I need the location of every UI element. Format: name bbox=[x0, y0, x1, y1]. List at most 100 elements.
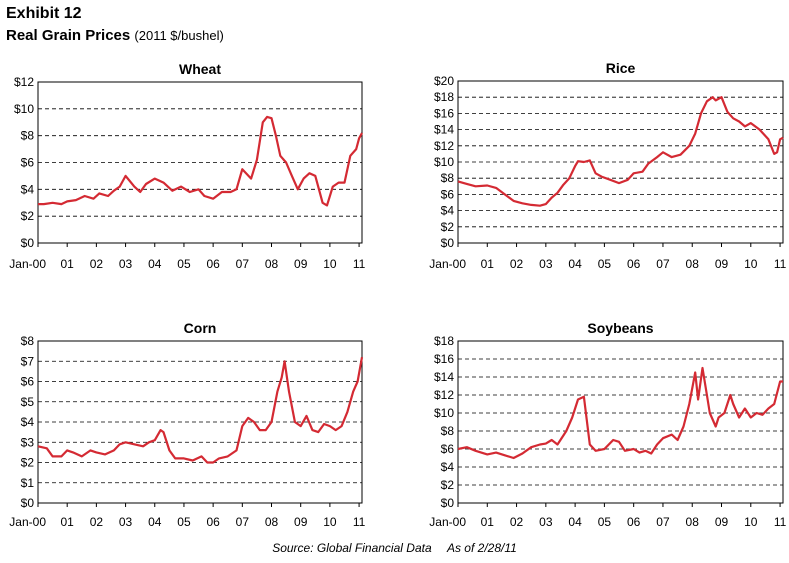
wheat-x-tick-label: 01 bbox=[61, 257, 75, 271]
wheat-y-tick-label: $12 bbox=[14, 75, 34, 89]
rice-y-tick-label: $2 bbox=[441, 220, 455, 234]
wheat-x-tick-label: 11 bbox=[353, 257, 366, 271]
corn-y-tick-label: $5 bbox=[21, 395, 35, 409]
soybeans-x-tick-label: 03 bbox=[539, 515, 553, 529]
corn-x-tick-label: 11 bbox=[353, 515, 366, 529]
asof-note: As of 2/28/11 bbox=[446, 541, 517, 555]
wheat-x-tick-label: 09 bbox=[294, 257, 308, 271]
source-note: Source: Global Financial Data bbox=[272, 541, 432, 555]
soybeans-y-tick-label: $14 bbox=[434, 370, 454, 384]
rice-x-tick-label: 08 bbox=[686, 257, 700, 271]
soybeans-chart-title: Soybeans bbox=[587, 320, 653, 336]
wheat-y-tick-label: $2 bbox=[21, 209, 35, 223]
soybeans-y-tick-label: $18 bbox=[434, 334, 454, 348]
corn-chart-title: Corn bbox=[184, 320, 217, 336]
corn-x-tick-label: 03 bbox=[119, 515, 133, 529]
wheat-y-tick-label: $4 bbox=[21, 182, 35, 196]
corn-plot-frame bbox=[37, 340, 363, 504]
wheat-x-tick-label: 10 bbox=[323, 257, 337, 271]
rice-y-tick-label: $14 bbox=[434, 123, 454, 137]
exhibit-label: Exhibit 12 bbox=[6, 5, 82, 22]
rice-x-tick-label: 09 bbox=[715, 257, 729, 271]
corn-y-tick-label: $0 bbox=[21, 496, 35, 510]
rice-y-tick-label: $4 bbox=[441, 204, 455, 218]
soybeans-x-tick-label: 01 bbox=[481, 515, 495, 529]
soybeans-y-tick-label: $10 bbox=[434, 406, 454, 420]
rice-y-tick-label: $8 bbox=[441, 171, 455, 185]
soybeans-y-tick-label: $8 bbox=[441, 424, 455, 438]
corn-x-tick-label: 02 bbox=[90, 515, 104, 529]
wheat-x-tick-label: 08 bbox=[265, 257, 279, 271]
soybeans-y-tick-label: $12 bbox=[434, 388, 454, 402]
wheat-x-tick-label: 03 bbox=[119, 257, 133, 271]
corn-x-tick-label: 06 bbox=[206, 515, 220, 529]
corn-y-tick-label: $8 bbox=[21, 334, 35, 348]
soybeans-y-tick-label: $0 bbox=[441, 496, 455, 510]
wheat-y-tick-label: $6 bbox=[21, 156, 35, 170]
rice-y-tick-label: $6 bbox=[441, 187, 455, 201]
soybeans-x-tick-label: 08 bbox=[686, 515, 700, 529]
rice-plot-frame bbox=[457, 80, 784, 244]
wheat-plot-frame bbox=[37, 81, 363, 244]
rice-y-tick-label: $0 bbox=[441, 236, 455, 250]
soybeans-x-tick-label: 11 bbox=[774, 515, 787, 529]
rice-x-tick-label: 05 bbox=[598, 257, 612, 271]
rice-y-tick-label: $18 bbox=[434, 90, 454, 104]
rice-y-tick-label: $10 bbox=[434, 155, 454, 169]
rice-x-tick-label: Jan-00 bbox=[429, 257, 466, 271]
rice-x-tick-label: 10 bbox=[744, 257, 758, 271]
wheat-price-line bbox=[38, 115, 363, 207]
corn-y-tick-label: $6 bbox=[21, 375, 35, 389]
page-title: Real Grain Prices (2011 $/bushel) bbox=[6, 27, 224, 44]
units-subtitle: (2011 $/bushel) bbox=[134, 28, 224, 43]
corn-x-tick-label: 08 bbox=[265, 515, 279, 529]
rice-price-line bbox=[457, 96, 784, 207]
corn-x-tick-label: 10 bbox=[323, 515, 337, 529]
rice-y-tick-label: $12 bbox=[434, 139, 454, 153]
wheat-x-tick-label: 02 bbox=[90, 257, 104, 271]
soybeans-x-tick-label: 10 bbox=[744, 515, 758, 529]
corn-y-tick-label: $1 bbox=[21, 476, 35, 490]
corn-x-tick-label: 09 bbox=[294, 515, 308, 529]
corn-x-tick-label: Jan-00 bbox=[9, 515, 46, 529]
wheat-x-tick-label: Jan-00 bbox=[9, 257, 46, 271]
rice-x-tick-label: 06 bbox=[627, 257, 641, 271]
wheat-x-tick-label: 07 bbox=[236, 257, 250, 271]
wheat-x-tick-label: 04 bbox=[148, 257, 162, 271]
corn-x-tick-label: 07 bbox=[236, 515, 250, 529]
soybeans-x-tick-label: 05 bbox=[598, 515, 612, 529]
wheat-y-tick-label: $0 bbox=[21, 236, 35, 250]
corn-x-tick-label: 05 bbox=[177, 515, 191, 529]
soybeans-x-tick-label: 07 bbox=[656, 515, 670, 529]
rice-y-tick-label: $16 bbox=[434, 106, 454, 120]
wheat-y-tick-label: $8 bbox=[21, 129, 35, 143]
soybeans-x-tick-label: 04 bbox=[568, 515, 582, 529]
soybeans-x-tick-label: 09 bbox=[715, 515, 729, 529]
corn-y-tick-label: $2 bbox=[21, 456, 35, 470]
rice-y-tick-label: $20 bbox=[434, 74, 454, 88]
soybeans-x-tick-label: 02 bbox=[510, 515, 524, 529]
soybeans-y-tick-label: $16 bbox=[434, 352, 454, 366]
rice-x-tick-label: 03 bbox=[539, 257, 553, 271]
rice-x-tick-label: 02 bbox=[510, 257, 524, 271]
corn-y-tick-label: $4 bbox=[21, 415, 35, 429]
soybeans-plot-frame bbox=[457, 340, 784, 504]
title-text: Real Grain Prices bbox=[6, 27, 131, 44]
corn-y-tick-label: $3 bbox=[21, 435, 35, 449]
rice-x-tick-label: 07 bbox=[656, 257, 670, 271]
soybeans-price-line bbox=[457, 366, 783, 460]
soybeans-y-tick-label: $6 bbox=[441, 442, 455, 456]
soybeans-y-tick-label: $4 bbox=[441, 460, 455, 474]
wheat-x-tick-label: 05 bbox=[177, 257, 191, 271]
soybeans-y-tick-label: $2 bbox=[441, 478, 455, 492]
corn-price-line bbox=[37, 357, 364, 464]
rice-x-tick-label: 01 bbox=[481, 257, 495, 271]
wheat-x-tick-label: 06 bbox=[206, 257, 220, 271]
soybeans-x-tick-label: Jan-00 bbox=[429, 515, 466, 529]
rice-x-tick-label: 11 bbox=[774, 257, 787, 271]
wheat-chart-title: Wheat bbox=[179, 61, 221, 77]
footer: Source: Global Financial Data As of 2/28… bbox=[0, 541, 789, 555]
wheat-y-tick-label: $10 bbox=[14, 102, 34, 116]
corn-y-tick-label: $7 bbox=[21, 354, 35, 368]
